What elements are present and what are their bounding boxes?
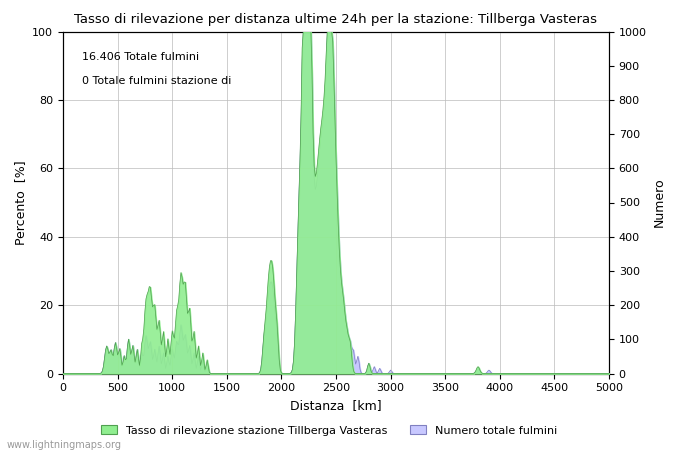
Title: Tasso di rilevazione per distanza ultime 24h per la stazione: Tillberga Vasteras: Tasso di rilevazione per distanza ultime… xyxy=(74,13,598,26)
Y-axis label: Percento  [%]: Percento [%] xyxy=(14,160,27,245)
X-axis label: Distanza  [km]: Distanza [km] xyxy=(290,399,382,412)
Text: 16.406 Totale fulmini: 16.406 Totale fulmini xyxy=(82,52,200,62)
Text: www.lightningmaps.org: www.lightningmaps.org xyxy=(7,440,122,450)
Text: 0 Totale fulmini stazione di: 0 Totale fulmini stazione di xyxy=(82,76,232,86)
Legend: Tasso di rilevazione stazione Tillberga Vasteras, Numero totale fulmini: Tasso di rilevazione stazione Tillberga … xyxy=(96,421,562,440)
Y-axis label: Numero: Numero xyxy=(652,178,665,227)
